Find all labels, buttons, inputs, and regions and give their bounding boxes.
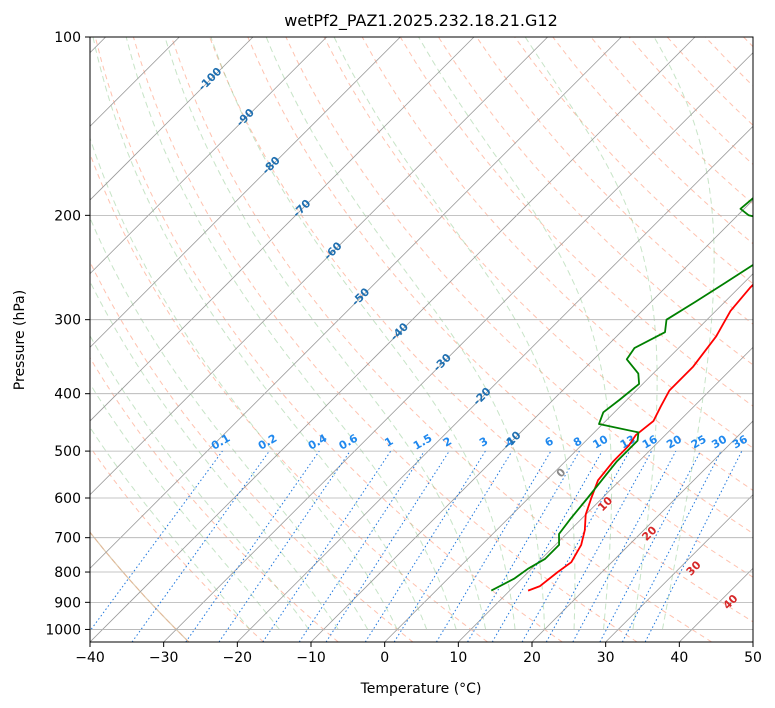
x-tick-label: −10 xyxy=(296,650,326,666)
plot-frame xyxy=(89,36,754,643)
isotherm xyxy=(90,37,622,569)
isotherm xyxy=(90,37,327,275)
mixing-ratio-line xyxy=(521,450,630,642)
mixing-ratio-line xyxy=(364,450,486,642)
x-tick-label: −20 xyxy=(223,650,253,666)
x-tick-label: −40 xyxy=(75,650,105,666)
moist-adiabat xyxy=(90,280,339,630)
dry-adiabat xyxy=(209,37,753,623)
y-axis-label: Pressure (hPa) xyxy=(12,290,28,390)
mixing-ratio-line xyxy=(393,450,513,642)
dry-adiabat xyxy=(361,37,753,449)
y-tick-label: 600 xyxy=(54,491,81,507)
moist-adiabat xyxy=(210,37,516,630)
y-tick-label: 1000 xyxy=(45,622,81,638)
y-tick-label: 200 xyxy=(54,208,81,224)
y-tick-label: 800 xyxy=(54,565,81,581)
y-tick-label: 400 xyxy=(54,387,81,403)
x-tick-label: 0 xyxy=(380,650,389,666)
isotherm xyxy=(237,125,753,642)
y-tick-label: 700 xyxy=(54,531,81,547)
mixing-ratio-line xyxy=(325,450,450,642)
dry-adiabat xyxy=(90,152,488,642)
isotherm xyxy=(90,37,475,422)
isotherm xyxy=(384,273,753,642)
moist-adiabat xyxy=(92,37,428,630)
mixing-ratio-line xyxy=(545,450,653,642)
dewpoint-profile-line xyxy=(490,197,753,592)
mixing-ratio-line xyxy=(572,450,677,642)
mixing-ratio-line xyxy=(467,450,580,642)
x-tick-label: 40 xyxy=(670,650,688,666)
dry-adiabat xyxy=(94,37,563,642)
moist-adiabat xyxy=(90,216,369,630)
y-tick-label: 500 xyxy=(54,444,81,460)
moist-adiabat xyxy=(125,37,457,630)
isotherm xyxy=(90,37,548,496)
reference-curve xyxy=(90,531,190,642)
isotherm xyxy=(605,494,753,642)
moist-adiabat xyxy=(90,382,280,630)
x-tick-label: 50 xyxy=(744,650,762,666)
x-tick-label: 10 xyxy=(449,650,467,666)
isotherm xyxy=(90,37,254,201)
dry-adiabat xyxy=(399,37,753,407)
x-axis-label: Temperature (°C) xyxy=(360,681,482,697)
isotherm xyxy=(531,420,753,642)
axes: −40 −30 −20 −10 0 10 20 30 40 50 100 200 300 400 500 60… xyxy=(45,30,762,666)
moist-adiabat xyxy=(90,426,251,630)
moist-adiabat xyxy=(164,37,487,630)
moist-adiabat xyxy=(333,37,576,630)
moist-adiabat xyxy=(524,37,658,630)
mixing-ratio-line xyxy=(185,450,320,642)
dry-adiabat xyxy=(514,37,753,285)
plot-area: 0.1 0.2 0.4 0.6 1 1.5 2 3 4 6 8 10 13 16 20 25 30 36-100-… xyxy=(90,37,753,642)
mixing-ratio-line xyxy=(218,450,351,642)
x-tick-label: 30 xyxy=(597,650,615,666)
mixing-ratio-line xyxy=(435,450,552,642)
moist-adiabat xyxy=(418,37,613,630)
moist-adiabat xyxy=(653,37,715,630)
moist-adiabat xyxy=(265,37,546,630)
moist-adiabat xyxy=(90,136,398,630)
isotherm xyxy=(90,37,401,348)
moist-adiabat xyxy=(90,334,310,630)
isotherm xyxy=(310,199,753,642)
x-tick-label: −30 xyxy=(149,650,179,666)
temperature-profile-line xyxy=(527,283,753,592)
x-tick-label: 20 xyxy=(523,650,541,666)
dry-adiabat xyxy=(90,356,339,642)
dry-adiabat xyxy=(90,446,264,642)
y-tick-label: 300 xyxy=(54,313,81,329)
chart-title: wetPf2_PAZ1.2025.232.18.21.G12 xyxy=(284,11,558,31)
y-tick-label: 100 xyxy=(54,30,81,46)
dry-adiabat xyxy=(247,37,753,578)
isotherm xyxy=(90,37,696,642)
mixing-ratio-line xyxy=(491,450,603,642)
isotherm xyxy=(163,52,753,642)
dry-adiabat xyxy=(171,37,712,642)
y-tick-label: 900 xyxy=(54,595,81,611)
